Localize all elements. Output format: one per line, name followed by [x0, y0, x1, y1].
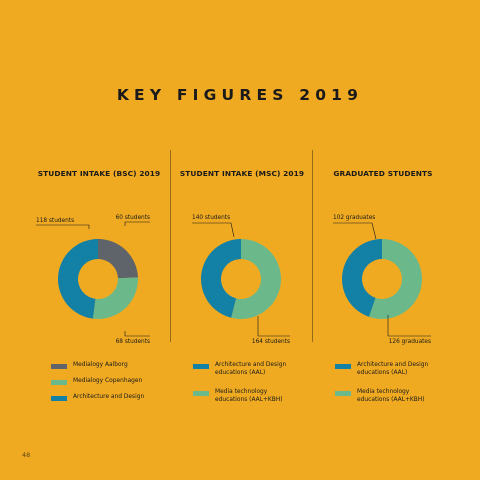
donut-segment	[369, 239, 422, 319]
chart-panel-bsc-intake: STUDENT INTAKE (BSC) 2019 60 students 68 …	[29, 0, 169, 480]
data-label: 118 students	[36, 218, 74, 224]
legend-label: Media technology educations (AAL+KBH)	[357, 389, 425, 403]
donut-chart: 60 students 68 students 118 students	[36, 215, 150, 345]
chart-panel-graduated: GRADUATED STUDENTS 126 graduates 102 grad…	[313, 0, 453, 480]
leader-line	[124, 221, 150, 226]
chart-title: GRADUATED STUDENTS	[333, 169, 433, 178]
legend-label: Architecture and Design educations (AAL)	[215, 362, 287, 376]
legend-swatch	[335, 391, 351, 396]
donut-segment	[231, 239, 281, 319]
legend-swatch	[51, 364, 67, 369]
leader-line	[257, 316, 290, 337]
leader-line	[333, 222, 377, 240]
chart-title: STUDENT INTAKE (MSC) 2019	[179, 169, 305, 178]
data-label: 140 students	[192, 215, 230, 221]
legend-swatch	[193, 391, 209, 396]
donut-segment	[58, 239, 98, 319]
chart-title: STUDENT INTAKE (BSC) 2019	[37, 169, 161, 178]
donut-chart: 164 students 140 students	[192, 215, 290, 345]
legend-label: Media technology educations (AAL+KBH)	[215, 389, 283, 403]
column-divider	[170, 150, 171, 342]
donut-segment	[92, 277, 138, 319]
donut-segment	[200, 239, 241, 318]
data-label: 68 students	[116, 339, 150, 345]
data-label: 126 graduates	[389, 339, 431, 345]
page-title: KEY FIGURES 2019	[116, 86, 364, 104]
page-number: 48	[22, 451, 31, 459]
legend-label: Medialogy Aalborg	[73, 362, 128, 368]
data-label: 102 graduates	[333, 215, 375, 221]
legend-swatch	[193, 364, 209, 369]
legend-label: Architecture and Design	[73, 394, 145, 400]
data-label: 164 students	[252, 339, 290, 345]
legend-swatch	[51, 380, 67, 385]
leader-line	[36, 224, 90, 229]
donut-segment	[98, 239, 138, 279]
legend-label: Architecture and Design educations (AAL)	[357, 362, 429, 376]
chart-panel-msc-intake: STUDENT INTAKE (MSC) 2019 164 students 14…	[172, 0, 312, 480]
donut-segment	[341, 239, 382, 317]
leader-line	[387, 315, 431, 337]
leader-line	[124, 331, 150, 337]
legend-swatch	[335, 364, 351, 369]
column-divider	[312, 150, 313, 342]
legend-swatch	[51, 396, 67, 401]
data-label: 60 students	[116, 215, 150, 221]
leader-line	[192, 222, 235, 238]
legend-label: Medialogy Copenhagen	[73, 378, 143, 384]
donut-chart: 126 graduates 102 graduates	[333, 215, 431, 345]
